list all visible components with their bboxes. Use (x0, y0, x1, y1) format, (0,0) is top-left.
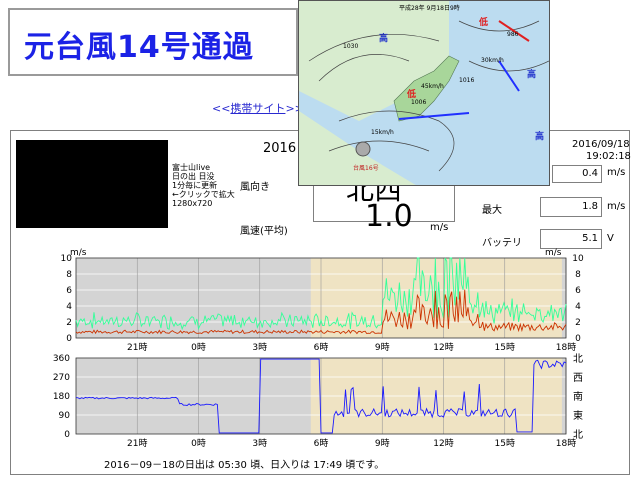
camera-line-3: 1分毎に更新 (172, 181, 218, 190)
dir-x-tick: 0時 (191, 438, 206, 449)
speed-x-tick: 9時 (375, 342, 390, 353)
wind-speed-now-box: 0.4 (552, 165, 602, 183)
speed-tick-left: 2 (66, 318, 72, 328)
speed-tick-left: 10 (61, 254, 73, 264)
speed-tick-left: 0 (66, 334, 72, 344)
speed-tick-right: 8 (575, 270, 581, 280)
sunrise-sunset-text: 2016－09－18の日出は 05:30 頃、日入りは 17:49 頃です。 (104, 460, 385, 471)
max-wind-box: 1.8 (540, 197, 602, 217)
map-p1016: 1016 (459, 77, 475, 84)
avg-wind-unit: m/s (430, 222, 449, 233)
speed-series-gust (75, 257, 567, 331)
wind-speed-chart: 10 10 8 8 6 6 4 4 2 2 0 0 m/s m/s 21時 0時 3時 6時 9時 12時 15時 18時 (61, 248, 584, 353)
battery-value: 5.1 (582, 233, 598, 244)
speed-x-tick: 12時 (433, 342, 453, 353)
speed-x-tick: 21時 (127, 342, 147, 353)
weather-map-svg (299, 1, 549, 185)
wind-direction-value: 北西 (346, 182, 403, 206)
map-speed-15: 15km/h (371, 129, 394, 136)
max-wind-unit: m/s (607, 201, 626, 212)
max-wind-value: 1.8 (582, 201, 598, 212)
map-high-1: 高 (379, 34, 389, 44)
map-high-2: 高 (527, 70, 537, 80)
dir-x-tick: 21時 (127, 438, 147, 449)
mobile-link-text[interactable]: 携帯サイト (230, 102, 286, 115)
map-p986: 986 (507, 31, 519, 38)
dir-tick-left: 180 (53, 392, 70, 402)
dir-compass-label: 南 (573, 390, 583, 403)
dir-compass-label: 北 (573, 353, 583, 365)
battery-label: バッテリ (482, 238, 522, 249)
dir-compass-label: 西 (573, 373, 583, 384)
map-header: 平成28年 9月18日9時 (399, 5, 460, 12)
dir-series (75, 358, 567, 434)
map-low-1: 低 (479, 18, 489, 28)
dir-compass-label: 北 (573, 429, 583, 441)
speed-tick-right: 2 (575, 318, 581, 328)
fuji-camera-image[interactable] (16, 140, 168, 228)
dir-frame (75, 357, 567, 435)
dir-compass-label: 東 (573, 409, 583, 422)
speed-x-tick: 6時 (314, 342, 329, 353)
speed-x-tick: 15時 (495, 342, 515, 353)
page-title: 元台風14号通過 (24, 30, 254, 65)
map-speed-30: 30km/h (481, 57, 504, 64)
datetime-date: 2016/09/18 (572, 139, 630, 150)
map-speed-45: 45km/h (421, 83, 444, 90)
camera-line-4: ←クリックで拡大 (172, 190, 235, 199)
wind-speed-now-value: 0.4 (582, 168, 598, 179)
avg-wind-value: 1.0 (365, 199, 413, 234)
battery-unit: V (607, 233, 614, 244)
map-low-2: 低 (407, 90, 417, 100)
speed-frame (75, 257, 567, 339)
dir-x-tick: 18時 (556, 438, 576, 449)
camera-line-2[interactable]: 日の出 日没 (172, 172, 215, 181)
avg-wind-label: 風速(平均) (240, 226, 288, 237)
weather-map[interactable]: 平成28年 9月18日9時 高 低 低 高 高 1030 1006 1016 9… (298, 0, 550, 186)
dir-tick-left: 270 (53, 373, 70, 383)
dir-x-tick: 15時 (495, 438, 515, 449)
dir-x-tick: 3時 (252, 438, 267, 449)
battery-box: 5.1 (540, 229, 602, 249)
speed-tick-right: 0 (575, 334, 581, 344)
speed-tick-right: 10 (572, 254, 584, 264)
dir-x-tick: 9時 (375, 438, 390, 449)
dir-tick-left: 0 (64, 430, 70, 440)
dir-x-tick: 6時 (314, 438, 329, 449)
camera-line-1[interactable]: 富士山live (172, 163, 211, 172)
map-high-3: 高 (535, 132, 545, 142)
mobile-link-prefix: << (212, 102, 231, 115)
speed-x-tick: 0時 (191, 342, 206, 353)
speed-series-avg (75, 289, 567, 335)
speed-unit-left: m/s (70, 248, 87, 258)
mobile-site-link[interactable]: <<携帯サイト>> (212, 100, 304, 116)
dir-x-tick: 12時 (433, 438, 453, 449)
map-typhoon-label: 台風16号 (353, 165, 379, 172)
datetime-time: 19:02:18 (586, 151, 631, 162)
wind-speed-now-unit: m/s (607, 167, 626, 178)
map-p1006: 1006 (411, 99, 427, 106)
speed-tick-right: 4 (575, 302, 581, 312)
wind-direction-box: 北西 (313, 182, 455, 222)
date-partial: 2016 (263, 141, 297, 156)
camera-info: 富士山live 日の出 日没 1分毎に更新 ←クリックで拡大 1280x720 (172, 163, 235, 208)
dir-tick-left: 90 (59, 411, 71, 421)
dir-tick-left: 360 (53, 354, 70, 364)
wind-direction-label: 風向き (240, 182, 270, 193)
map-p1030: 1030 (343, 43, 359, 50)
camera-line-5: 1280x720 (172, 199, 213, 208)
speed-x-tick: 18時 (556, 342, 576, 353)
speed-tick-left: 6 (66, 286, 72, 296)
speed-x-tick: 3時 (252, 342, 267, 353)
max-wind-label: 最大 (482, 205, 502, 216)
speed-unit-right: m/s (545, 248, 562, 258)
speed-tick-left: 4 (66, 302, 72, 312)
speed-tick-left: 8 (66, 270, 72, 280)
title-box (8, 8, 298, 76)
wind-direction-chart: 360 北 270 西 180 南 90 東 0 北 21時 0時 3時 6時 9時 12時 15時 18時 (53, 353, 583, 449)
speed-tick-right: 6 (575, 286, 581, 296)
